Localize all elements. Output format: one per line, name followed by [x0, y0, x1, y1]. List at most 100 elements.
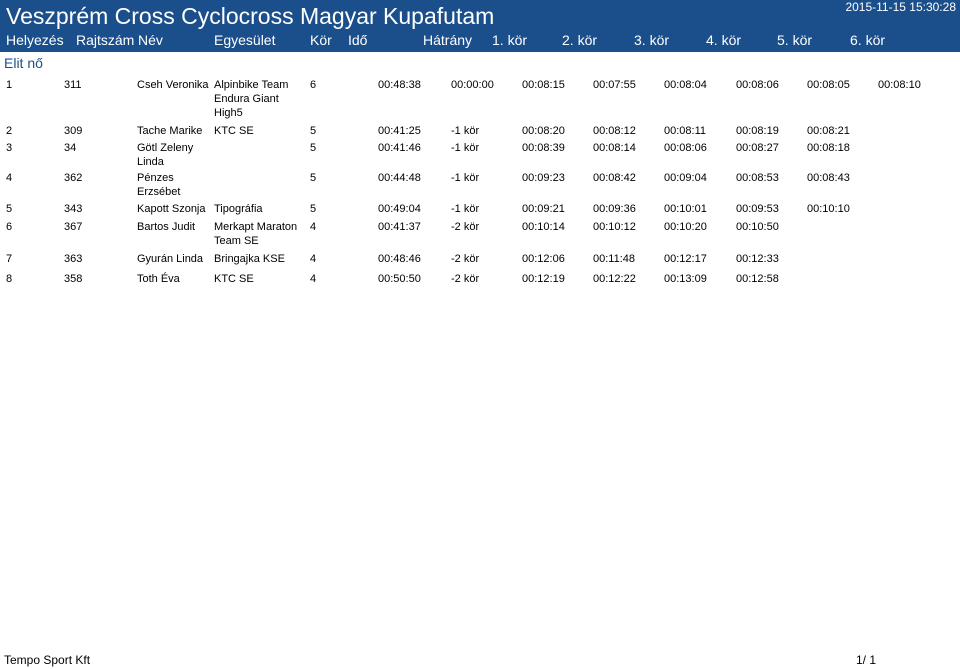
lap-time-cell: 00:12:19 — [522, 273, 565, 285]
bib-cell: 367 — [64, 221, 83, 233]
lap-time-cell: 00:10:50 — [736, 221, 779, 233]
footer-company: Tempo Sport Kft — [4, 653, 91, 667]
bib-cell: 358 — [64, 273, 83, 285]
lap-time-cell: 00:10:14 — [522, 221, 565, 233]
lap-time-cell: 00:13:09 — [664, 273, 707, 285]
lap-time-cell: 00:12:33 — [736, 253, 779, 265]
lap-time-cell: 00:09:23 — [522, 172, 565, 184]
footer-page-number: 1/ 1 — [855, 653, 876, 667]
place-cell: 7 — [6, 253, 13, 265]
club-cell: Merkapt Maraton Team SE — [214, 221, 298, 247]
gap-cell: -2 kör — [451, 253, 480, 265]
lap-time-cell: 00:08:19 — [736, 125, 779, 137]
page-title: Veszprém Cross Cyclocross Magyar Kupafut… — [6, 3, 495, 29]
gap-cell: -1 kör — [451, 142, 480, 154]
club-cell: Alpinbike Team Endura Giant High5 — [214, 79, 289, 119]
column-header: 5. kör — [777, 32, 813, 48]
time-cell: 00:48:38 — [378, 79, 421, 91]
lap-time-cell: 00:08:14 — [593, 142, 636, 154]
gap-cell: -1 kör — [451, 125, 480, 137]
place-cell: 3 — [6, 142, 13, 154]
gap-cell: -2 kör — [451, 273, 480, 285]
time-cell: 00:41:25 — [378, 125, 421, 137]
laps-cell: 5 — [310, 203, 317, 215]
name-cell: Bartos Judit — [137, 221, 196, 233]
lap-time-cell: 00:08:18 — [807, 142, 850, 154]
lap-time-cell: 00:08:53 — [736, 172, 779, 184]
lap-time-cell: 00:12:17 — [664, 253, 707, 265]
lap-time-cell: 00:08:06 — [664, 142, 707, 154]
lap-time-cell: 00:10:20 — [664, 221, 707, 233]
place-cell: 4 — [6, 172, 13, 184]
lap-time-cell: 00:10:12 — [593, 221, 636, 233]
lap-time-cell: 00:08:10 — [878, 79, 921, 91]
lap-time-cell: 00:10:10 — [807, 203, 850, 215]
lap-time-cell: 00:08:39 — [522, 142, 565, 154]
column-header: 4. kör — [706, 32, 742, 48]
name-cell: Toth Éva — [137, 273, 180, 285]
place-cell: 6 — [6, 221, 13, 233]
lap-time-cell: 00:08:04 — [664, 79, 707, 91]
place-cell: 1 — [6, 79, 13, 91]
club-cell: KTC SE — [214, 125, 254, 137]
laps-cell: 4 — [310, 273, 317, 285]
lap-time-cell: 00:08:06 — [736, 79, 779, 91]
place-cell: 5 — [6, 203, 13, 215]
lap-time-cell: 00:08:05 — [807, 79, 850, 91]
column-header: Kör — [310, 32, 332, 48]
place-cell: 2 — [6, 125, 13, 137]
lap-time-cell: 00:08:42 — [593, 172, 636, 184]
lap-time-cell: 00:09:53 — [736, 203, 779, 215]
club-cell: Tipográfia — [214, 203, 263, 215]
name-cell: Götl Zeleny Linda — [137, 142, 194, 168]
lap-time-cell: 00:08:43 — [807, 172, 850, 184]
lap-time-cell: 00:08:21 — [807, 125, 850, 137]
time-cell: 00:48:46 — [378, 253, 421, 265]
laps-cell: 5 — [310, 125, 317, 137]
lap-time-cell: 00:12:06 — [522, 253, 565, 265]
name-cell: Cseh Veronika — [137, 79, 209, 91]
lap-time-cell: 00:08:20 — [522, 125, 565, 137]
name-cell: Pénzes Erzsébet — [137, 172, 181, 198]
bib-cell: 34 — [64, 142, 77, 154]
place-cell: 8 — [6, 273, 13, 285]
time-cell: 00:44:48 — [378, 172, 421, 184]
time-cell: 00:50:50 — [378, 273, 421, 285]
lap-time-cell: 00:09:21 — [522, 203, 565, 215]
bib-cell: 363 — [64, 253, 83, 265]
bib-cell: 343 — [64, 203, 83, 215]
laps-cell: 4 — [310, 221, 317, 233]
lap-time-cell: 00:08:15 — [522, 79, 565, 91]
gap-cell: -1 kör — [451, 172, 480, 184]
column-header: 1. kör — [492, 32, 528, 48]
time-cell: 00:49:04 — [378, 203, 421, 215]
column-header: 6. kör — [850, 32, 886, 48]
lap-time-cell: 00:08:12 — [593, 125, 636, 137]
lap-time-cell: 00:07:55 — [593, 79, 636, 91]
name-cell: Kapott Szonja — [137, 203, 206, 215]
time-cell: 00:41:46 — [378, 142, 421, 154]
club-cell: Bringajka KSE — [214, 253, 285, 265]
lap-time-cell: 00:08:11 — [664, 125, 707, 137]
lap-time-cell: 00:09:04 — [664, 172, 707, 184]
lap-time-cell: 00:09:36 — [593, 203, 636, 215]
gap-cell: 00:00:00 — [451, 79, 494, 91]
laps-cell: 5 — [310, 172, 317, 184]
lap-time-cell: 00:12:22 — [593, 273, 636, 285]
laps-cell: 6 — [310, 79, 317, 91]
column-header: Hátrány — [423, 32, 473, 48]
column-header: Egyesület — [214, 32, 276, 48]
lap-time-cell: 00:08:27 — [736, 142, 779, 154]
column-header: 3. kör — [634, 32, 670, 48]
column-header: Idő — [348, 32, 368, 48]
name-cell: Tache Marike — [137, 125, 203, 137]
lap-time-cell: 00:11:48 — [593, 253, 636, 265]
header-band — [0, 0, 960, 52]
lap-time-cell: 00:10:01 — [664, 203, 707, 215]
column-header: 2. kör — [562, 32, 598, 48]
laps-cell: 4 — [310, 253, 317, 265]
time-cell: 00:41:37 — [378, 221, 421, 233]
gap-cell: -2 kör — [451, 221, 480, 233]
gap-cell: -1 kör — [451, 203, 480, 215]
club-cell: KTC SE — [214, 273, 254, 285]
